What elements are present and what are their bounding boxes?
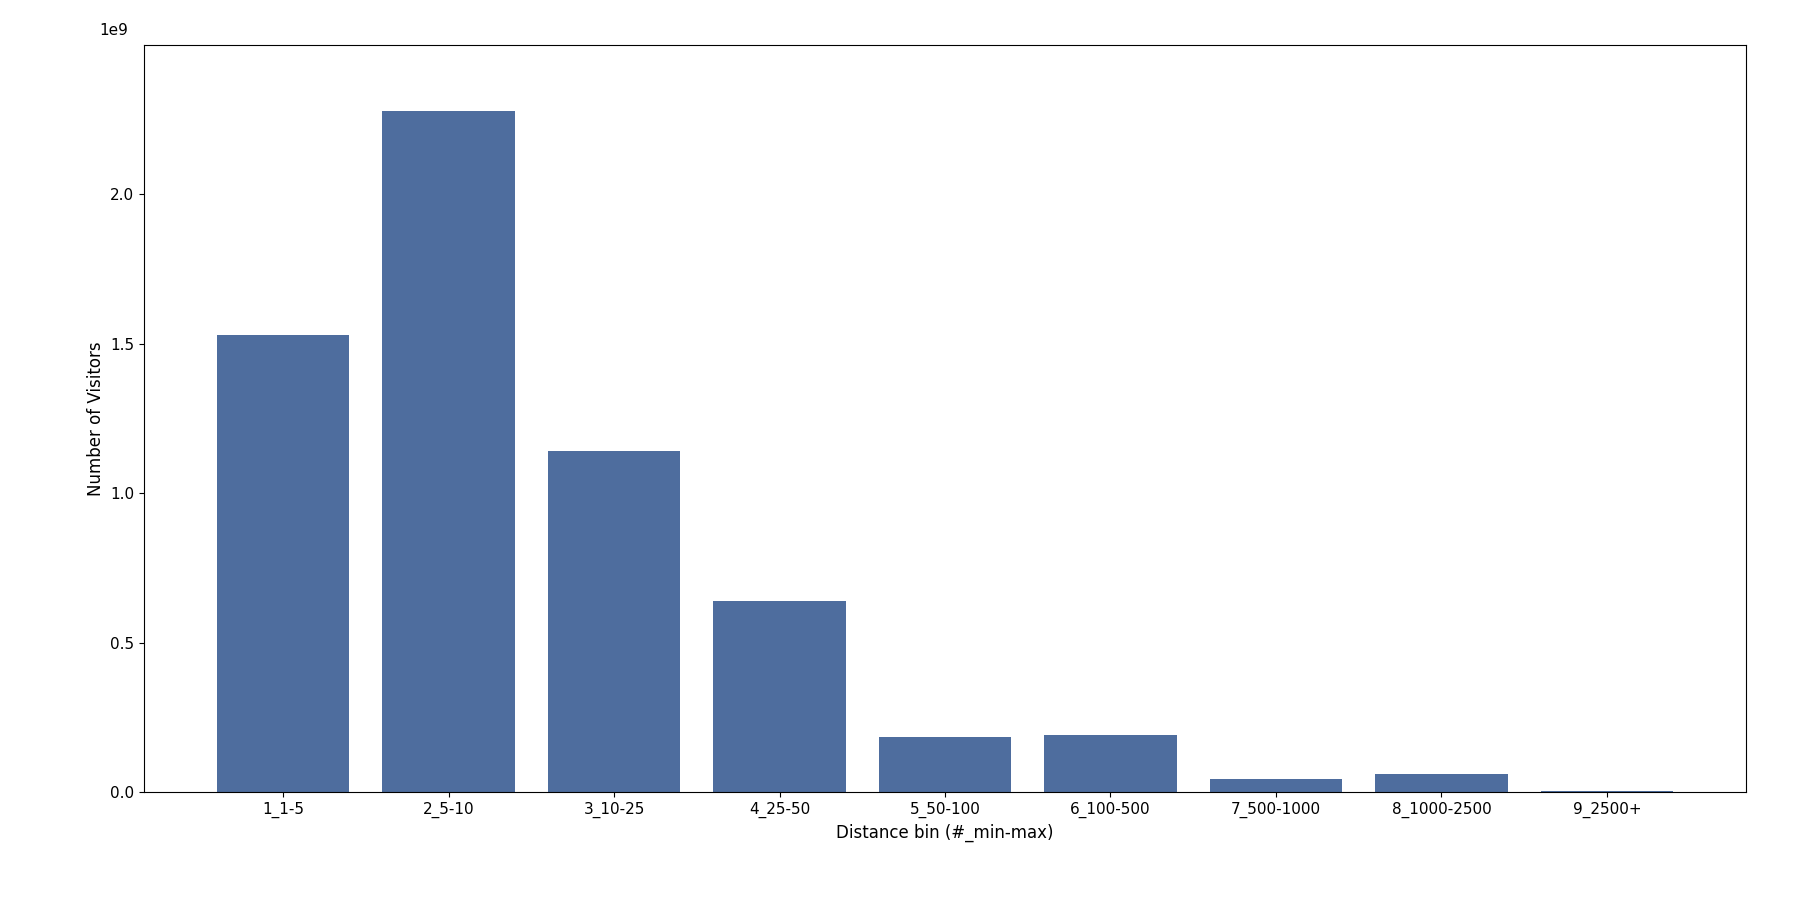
Y-axis label: Number of Visitors: Number of Visitors [86,341,104,496]
Bar [1210,778,1343,792]
Text: 1e9: 1e9 [99,22,128,38]
Bar [1044,735,1177,792]
Bar [1375,774,1508,792]
Bar [713,601,846,792]
Bar [547,452,680,792]
X-axis label: Distance bin (#_min-max): Distance bin (#_min-max) [837,824,1053,842]
Bar [382,111,515,792]
Bar [878,737,1012,792]
Bar [1541,790,1674,792]
Bar [216,335,349,792]
